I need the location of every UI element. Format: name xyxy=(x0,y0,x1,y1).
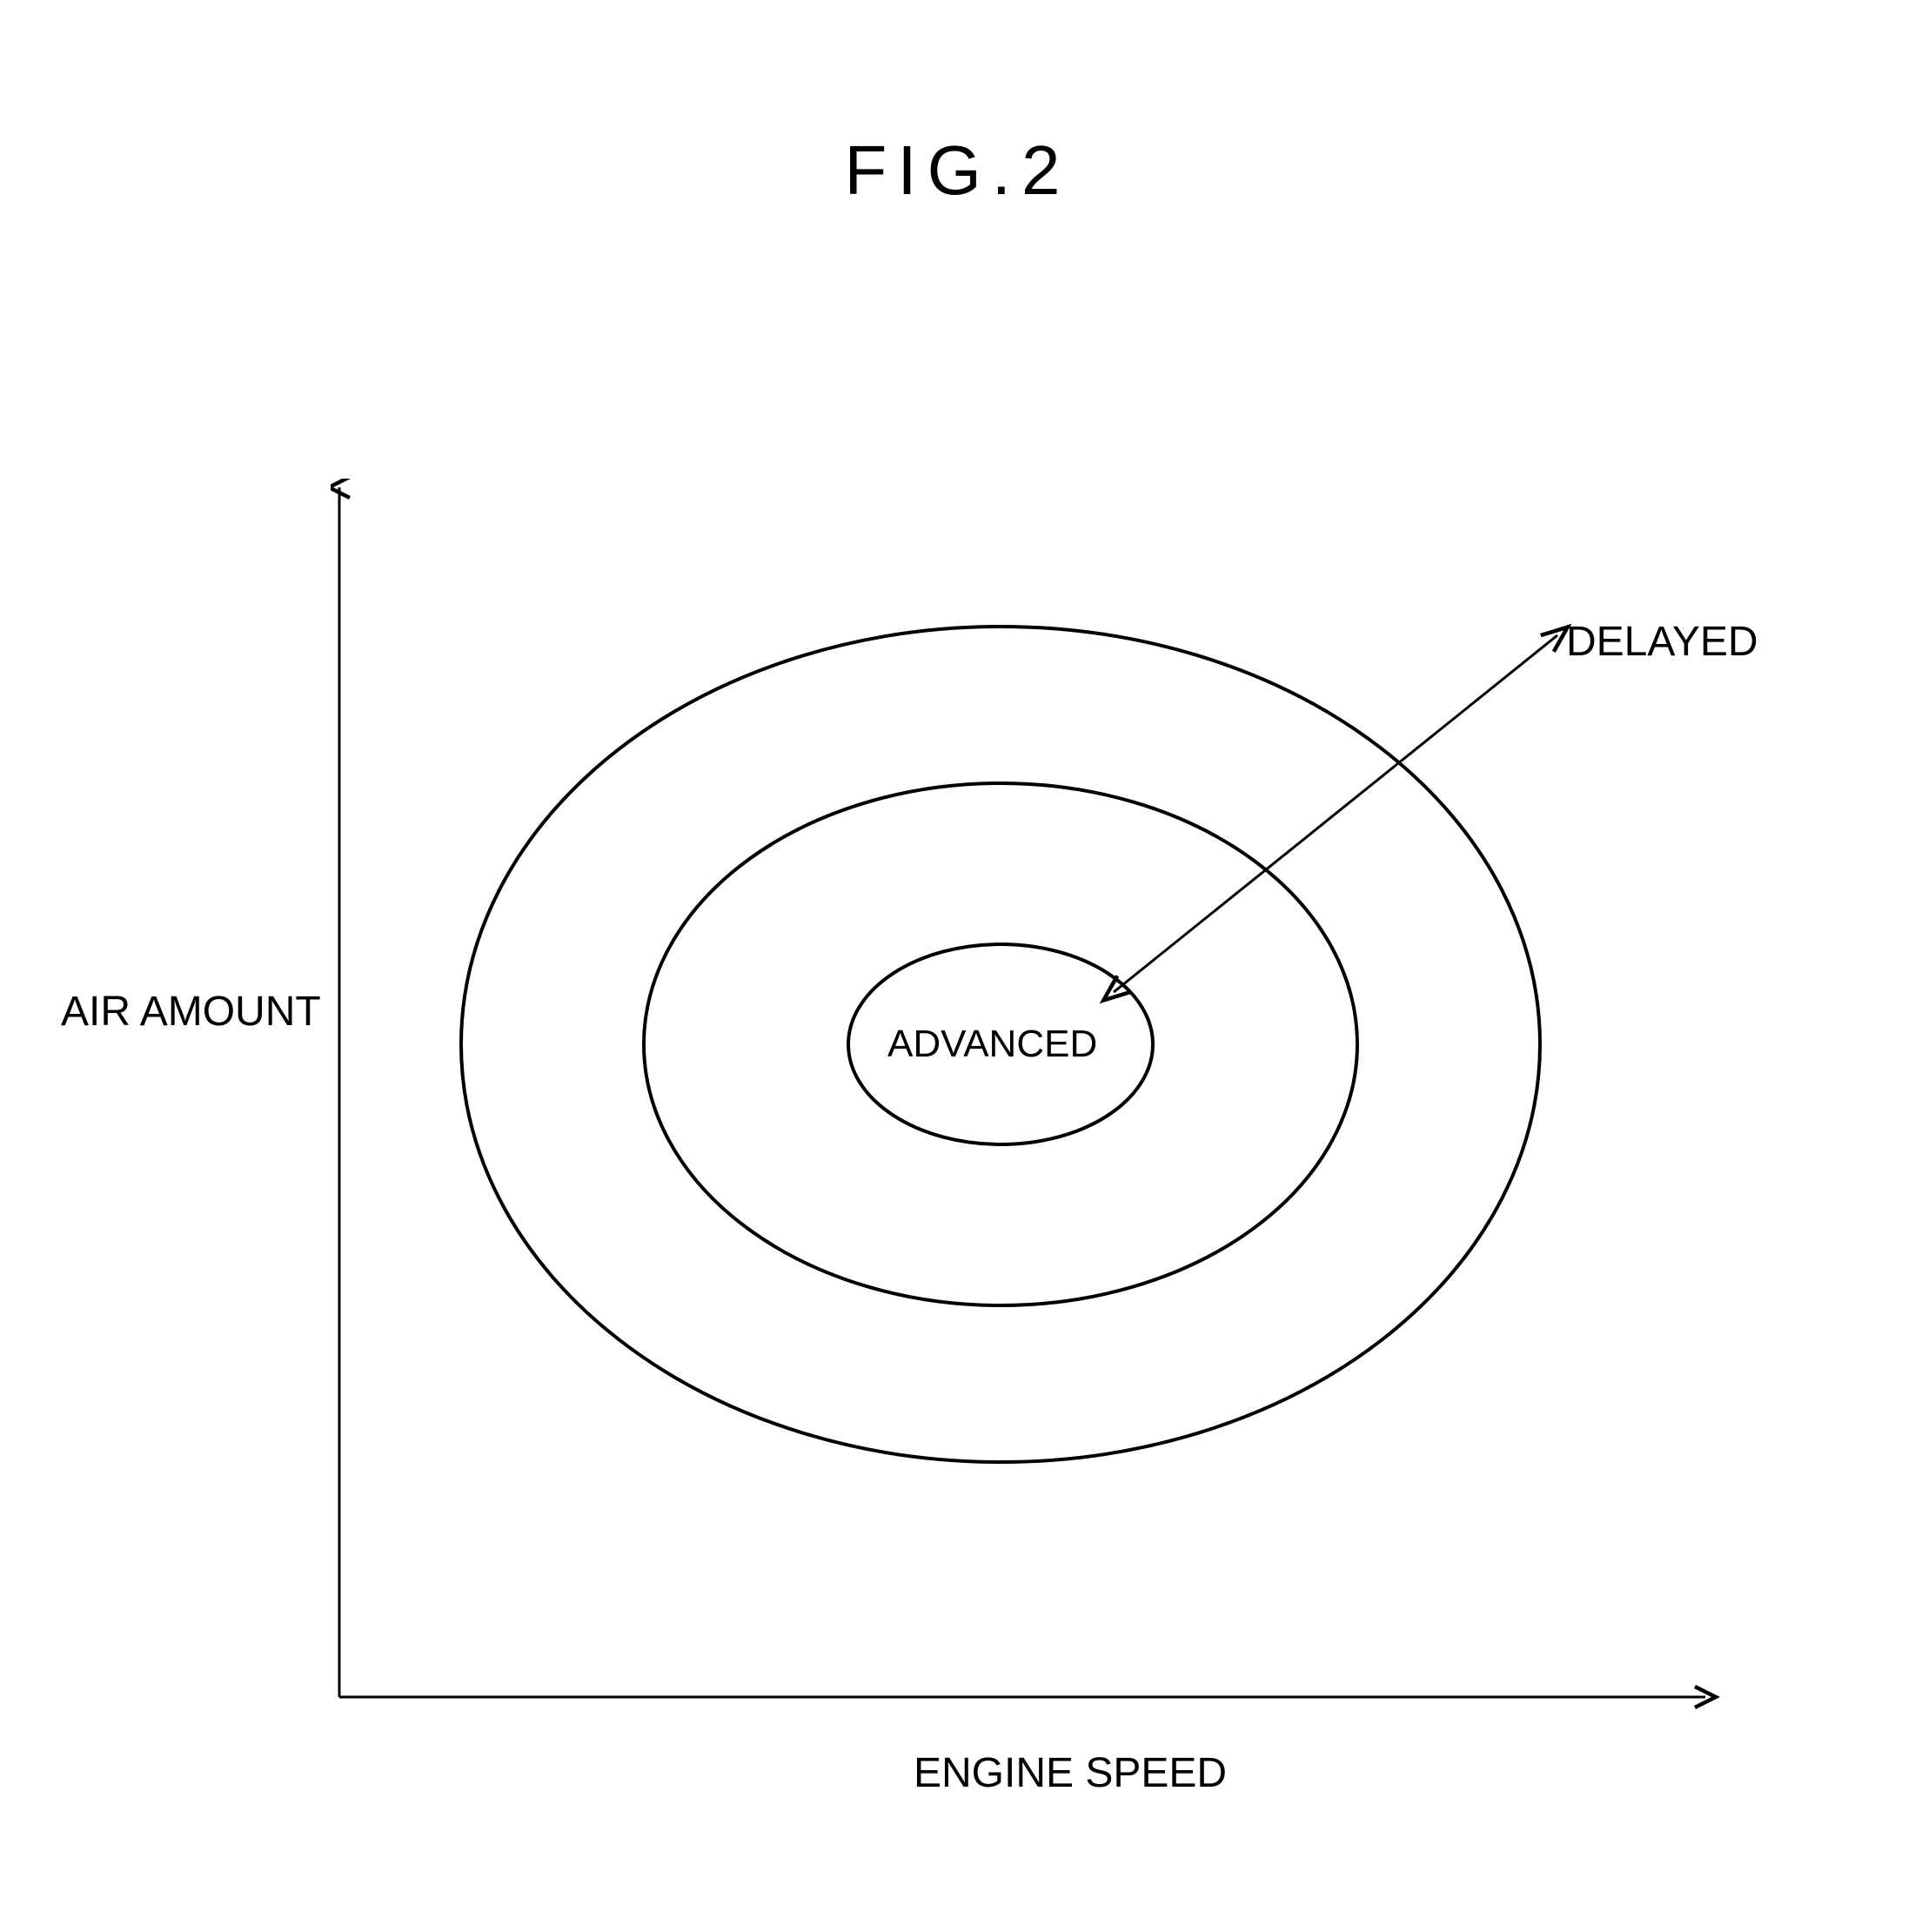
figure-title: FIG.2 xyxy=(844,131,1070,211)
y-axis-label: AIR AMOUNT xyxy=(61,988,321,1036)
direction-arrow xyxy=(1114,635,1557,992)
x-axis-label: ENGINE SPEED xyxy=(914,1749,1227,1797)
chart-svg xyxy=(331,479,1723,1784)
center-region-label: ADVANCED xyxy=(887,1023,1097,1066)
chart-area xyxy=(331,479,1723,1784)
outer-region-label: DELAYED xyxy=(1566,618,1758,666)
